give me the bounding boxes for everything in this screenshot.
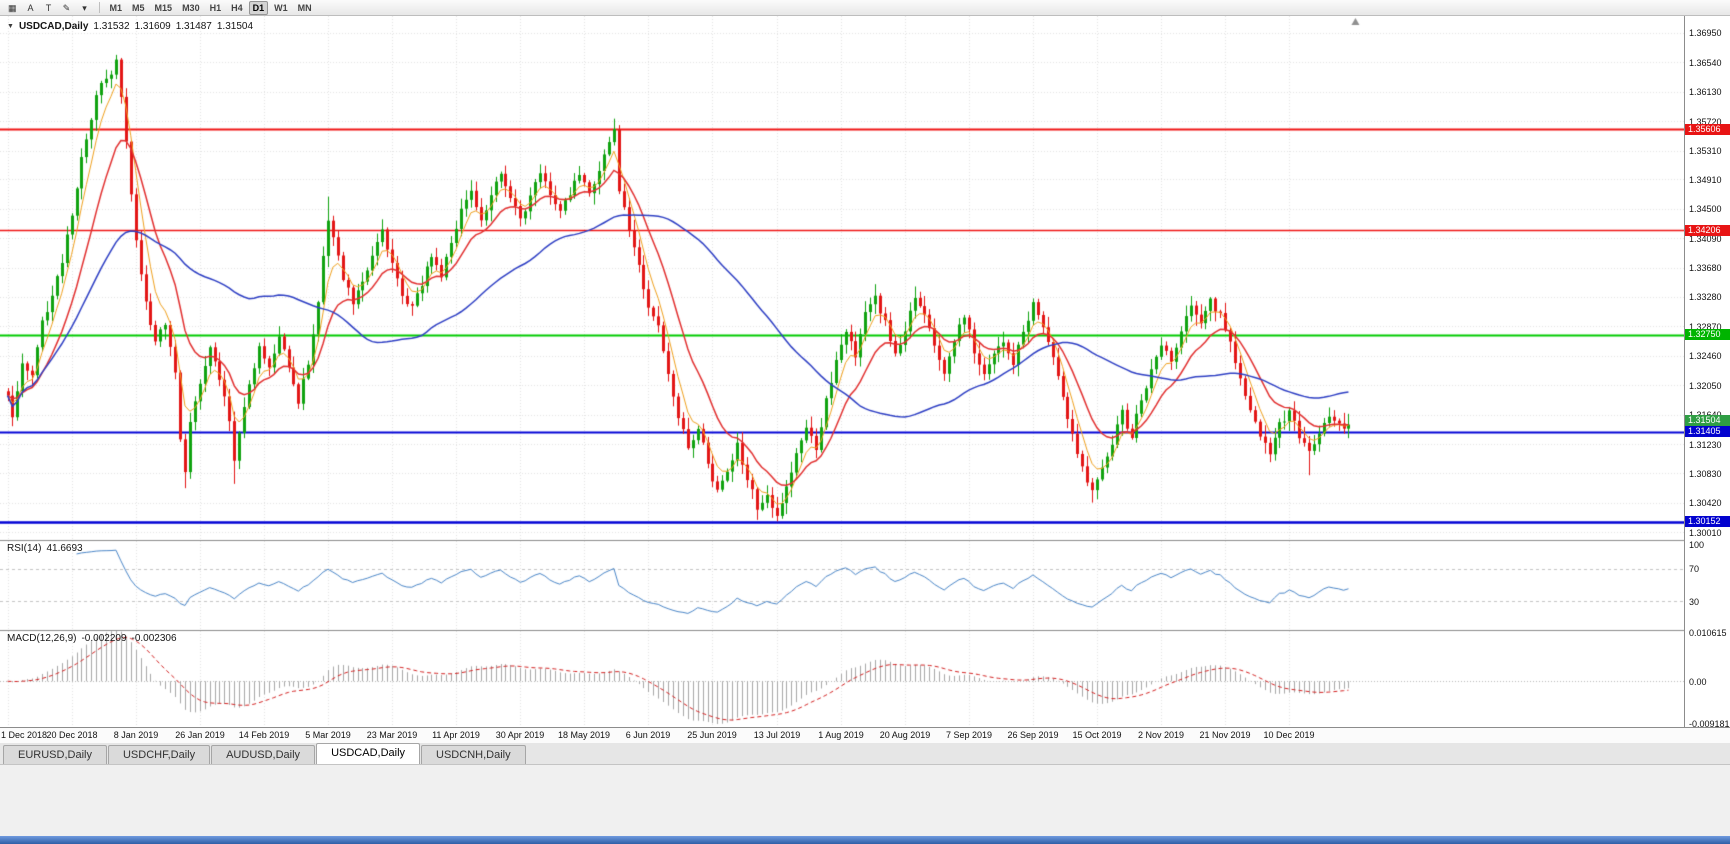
chart-tab-usdcnh-daily[interactable]: USDCNH,Daily xyxy=(421,745,526,764)
chart-symbol-label: USDCAD,Daily xyxy=(18,21,89,32)
date-axis-label: 5 Mar 2019 xyxy=(305,730,351,740)
date-axis-label: 30 Apr 2019 xyxy=(495,730,545,740)
price-tag: 1.35606 xyxy=(1685,124,1730,135)
date-axis-label: 1 Aug 2019 xyxy=(818,730,864,740)
date-axis-label: 20 Aug 2019 xyxy=(879,730,931,740)
timeframe-h1-button[interactable]: H1 xyxy=(209,2,222,13)
timeframe-h4-button[interactable]: H4 xyxy=(231,2,243,13)
date-axis-label: 23 Mar 2019 xyxy=(366,730,418,740)
date-axis-label: 7 Sep 2019 xyxy=(945,730,993,740)
date-axis-label: 8 Jan 2019 xyxy=(113,730,159,740)
rsi-axis-tick: 30 xyxy=(1689,597,1700,607)
timeframe-m1-button[interactable]: M1 xyxy=(109,2,123,13)
rsi-indicator-label: RSI(14) 41.6693 xyxy=(7,543,83,554)
price-scale[interactable]: 1.36950 1.36540 1.36130 1.35720 1.35310 1.349… xyxy=(1684,16,1730,729)
price-tag: 1.31504 xyxy=(1685,415,1730,426)
date-axis-label: 6 Jun 2019 xyxy=(625,730,671,740)
text-tool-button[interactable]: T xyxy=(45,2,52,13)
time-axis[interactable]: 1 Dec 2018 20 Dec 2018 8 Jan 2019 26 Jan 20… xyxy=(0,727,1730,743)
rsi-axis-tick: 100 xyxy=(1689,540,1705,550)
macd-axis-tick: 0.00 xyxy=(1689,677,1707,687)
timeframe-m30-button[interactable]: M30 xyxy=(182,2,200,13)
price-axis-tick: 1.34500 xyxy=(1689,204,1722,214)
ohlc-low: 1.31487 xyxy=(175,21,212,32)
date-axis-label: 2 Nov 2019 xyxy=(1137,730,1185,740)
price-axis-tick: 1.30830 xyxy=(1689,469,1722,479)
date-axis-label: 25 Jun 2019 xyxy=(687,730,737,740)
macd-axis-tick: 0.010615 xyxy=(1689,628,1727,638)
tools-caret-icon[interactable]: ▾ xyxy=(82,2,87,13)
price-axis-tick: 1.36130 xyxy=(1689,87,1722,97)
date-axis-label: 14 Feb 2019 xyxy=(238,730,290,740)
taskbar-strip xyxy=(0,836,1730,844)
chart-window-icon[interactable]: ▦ xyxy=(8,2,17,13)
price-axis-tick: 1.31230 xyxy=(1689,440,1722,450)
price-axis-tick: 1.32870 xyxy=(1689,322,1722,332)
price-axis-tick: 1.35720 xyxy=(1689,117,1722,127)
toolbar-separator xyxy=(98,2,100,13)
macd-name: MACD(12,26,9) xyxy=(7,633,77,644)
ohlc-high: 1.31609 xyxy=(134,21,171,32)
cursor-a-button[interactable]: A xyxy=(27,2,34,13)
date-axis-label: 10 Dec 2019 xyxy=(1263,730,1315,740)
price-tag: 1.32750 xyxy=(1685,329,1730,340)
timeframe-m15-button[interactable]: M15 xyxy=(154,2,173,13)
draw-tool-icon[interactable]: ✎ xyxy=(62,2,71,13)
price-chart-canvas[interactable] xyxy=(0,16,1684,727)
date-axis-label: 1 Dec 2018 xyxy=(1,730,48,740)
price-axis-tick: 1.36950 xyxy=(1689,28,1722,38)
ohlc-open: 1.31532 xyxy=(93,21,130,32)
symbol-dropdown-icon: ▼ xyxy=(7,23,14,30)
price-axis-tick: 1.35310 xyxy=(1689,146,1722,156)
price-axis-tick: 1.30420 xyxy=(1689,498,1722,508)
chart-tabs-bar: EURUSD,Daily USDCHF,Daily AUDUSD,Daily USDC… xyxy=(0,743,1730,765)
timeframe-d1-button[interactable]: D1 xyxy=(248,0,269,15)
price-tag: 1.34206 xyxy=(1685,225,1730,236)
macd-main-value: -0.002209 xyxy=(81,633,127,644)
chart-tab-eurusd-daily[interactable]: EURUSD,Daily xyxy=(3,745,107,764)
price-axis-tick: 1.36540 xyxy=(1689,58,1722,68)
date-axis-label: 18 May 2019 xyxy=(557,730,611,740)
date-axis-label: 26 Sep 2019 xyxy=(1007,730,1059,740)
price-axis-tick: 1.34090 xyxy=(1689,234,1722,244)
chart-tab-usdcad-daily[interactable]: USDCAD,Daily xyxy=(316,743,421,764)
rsi-axis-tick: 70 xyxy=(1689,564,1700,574)
price-axis-tick: 1.34910 xyxy=(1689,175,1722,185)
price-axis-tick: 1.33280 xyxy=(1689,292,1722,302)
timeframe-w1-button[interactable]: W1 xyxy=(274,2,288,13)
macd-axis-tick: -0.009181 xyxy=(1689,719,1730,729)
chart-tab-audusd-daily[interactable]: AUDUSD,Daily xyxy=(211,745,316,764)
price-axis-tick: 1.32460 xyxy=(1689,351,1722,361)
price-axis-tick: 1.32050 xyxy=(1689,381,1722,391)
date-axis-label: 21 Nov 2019 xyxy=(1199,730,1251,740)
macd-signal-value: -0.002306 xyxy=(131,633,177,644)
chart-tab-usdchf-daily[interactable]: USDCHF,Daily xyxy=(107,745,211,764)
chart-title: ▼ USDCAD,Daily 1.31532 1.31609 1.31487 1… xyxy=(7,21,253,32)
timeframe-mn-button[interactable]: MN xyxy=(297,2,312,13)
price-tag: 1.31405 xyxy=(1685,426,1730,437)
price-axis-tick: 1.33680 xyxy=(1689,263,1722,273)
rsi-name: RSI(14) xyxy=(7,543,42,554)
date-axis-label: 26 Jan 2019 xyxy=(175,730,225,740)
date-axis-label: 20 Dec 2018 xyxy=(46,730,98,740)
rsi-value: 41.6693 xyxy=(46,543,83,554)
ohlc-close: 1.31504 xyxy=(216,21,254,32)
terminal-area xyxy=(0,765,1730,836)
date-axis-label: 13 Jul 2019 xyxy=(753,730,801,740)
price-axis-tick: 1.30010 xyxy=(1689,528,1722,538)
date-axis-label: 11 Apr 2019 xyxy=(432,730,480,740)
macd-indicator-label: MACD(12,26,9) -0.002209 -0.002306 xyxy=(7,633,177,644)
price-tag: 1.30152 xyxy=(1685,516,1730,527)
timeframe-m5-button[interactable]: M5 xyxy=(132,2,145,13)
date-axis-label: 15 Oct 2019 xyxy=(1072,730,1122,740)
main-toolbar: ▦ A T ✎ ▾ M1 M5 M15 M30 H1 H4 D1 W1 MN xyxy=(0,0,1730,16)
